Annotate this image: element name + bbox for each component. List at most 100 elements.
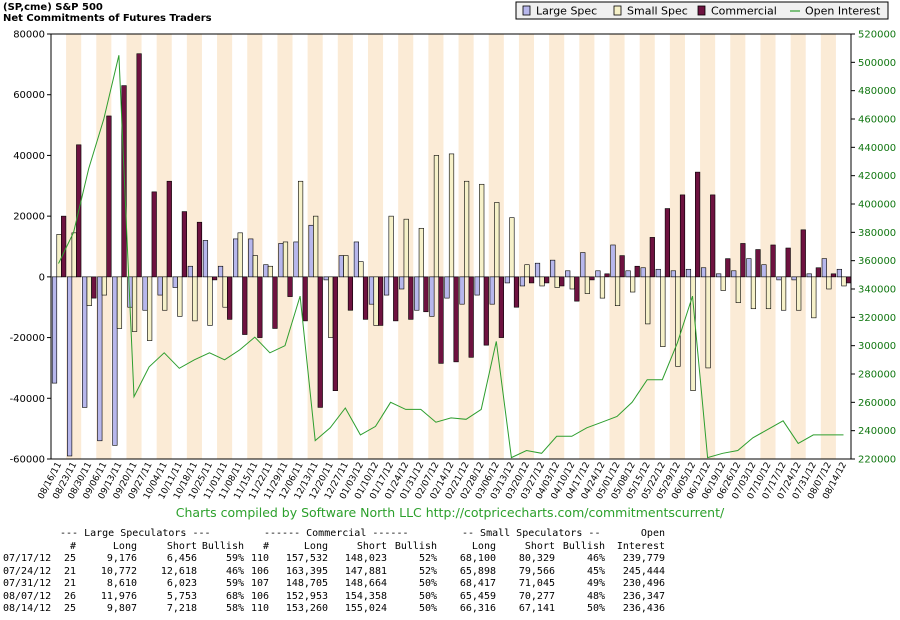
large-spec-bar	[233, 238, 239, 278]
row-cell: 50%	[418, 578, 437, 589]
row-cell: 155,024	[344, 603, 387, 614]
right-tick-label: 340000	[858, 285, 896, 296]
right-tick-label: 220000	[858, 455, 896, 466]
right-tick-label: 520000	[858, 30, 896, 41]
row-cell: 49%	[586, 578, 605, 589]
small-spec-bar	[479, 183, 485, 278]
background-band	[790, 34, 806, 459]
commercial-bar	[362, 276, 369, 320]
small-spec-bar	[237, 232, 243, 278]
commercial-bar	[619, 255, 625, 278]
small-spec-bar	[418, 227, 424, 278]
row-cell: 26	[63, 590, 76, 602]
row-date: 07/17/12	[3, 553, 52, 564]
small-spec-bar	[690, 276, 696, 391]
row-date: 07/31/12	[3, 578, 52, 589]
small-spec-bar	[826, 276, 832, 290]
large-spec-bar	[700, 267, 707, 278]
right-tick-label: 420000	[858, 171, 896, 182]
small-spec-bar	[282, 241, 289, 278]
background-band	[549, 34, 565, 459]
large-spec-bar	[293, 241, 299, 278]
row-cell: 59%	[225, 578, 244, 589]
large-spec-bar	[489, 276, 495, 305]
column-header: Long	[471, 540, 496, 552]
large-spec-bar	[595, 270, 601, 278]
positions-table: --- Large Speculators --- ------ Commerci…	[0, 528, 700, 616]
commercial-bar	[574, 276, 580, 302]
row-cell: 239,779	[622, 553, 665, 564]
left-tick-label: 0	[39, 272, 45, 283]
commercial-bar	[725, 258, 731, 278]
large-spec-bar	[368, 276, 375, 305]
row-cell: 236,347	[622, 590, 665, 602]
row-cell: 107	[250, 578, 269, 589]
right-tick-label: 240000	[858, 426, 896, 437]
right-tick-label: 400000	[858, 200, 896, 211]
column-header: #	[262, 540, 269, 552]
row-cell: 147,881	[344, 565, 387, 577]
row-cell: 50%	[418, 590, 437, 602]
commercial-bar	[513, 276, 520, 308]
small-spec-bar	[675, 276, 681, 367]
small-spec-bar	[464, 180, 470, 278]
commercial-bar	[61, 215, 67, 278]
open-interest-line	[58, 55, 844, 459]
background-band	[217, 34, 233, 459]
row-cell: 11,976	[100, 590, 137, 602]
legend-commercial-label: Commercial	[711, 5, 777, 18]
left-tick-label: -40000	[10, 394, 45, 405]
commercial-bar	[770, 244, 776, 278]
row-cell: 153,260	[285, 603, 328, 614]
large-spec-bar	[444, 276, 450, 299]
large-spec-bar	[263, 264, 269, 278]
row-cell: 6,456	[166, 553, 197, 564]
commercial-bar	[815, 267, 821, 278]
large-spec-bar	[565, 270, 571, 278]
large-spec-bar	[278, 243, 284, 278]
small-spec-bar	[131, 276, 138, 332]
legend-large-spec-label: Large Spec	[536, 5, 597, 18]
row-cell: 157,532	[285, 553, 328, 564]
commercial-bar	[800, 229, 806, 278]
right-tick-label: 360000	[858, 256, 896, 267]
large-spec-bar	[746, 258, 752, 278]
row-cell: 148,664	[344, 578, 387, 589]
commercial-bar	[106, 115, 112, 278]
small-spec-bar	[569, 276, 575, 290]
small-spec-bar	[403, 218, 409, 278]
right-tick-label: 320000	[858, 313, 896, 324]
right-tick-label: 260000	[858, 398, 896, 409]
row-cell: 70,277	[518, 590, 555, 602]
row-cell: 46%	[586, 553, 605, 564]
small-spec-bar	[645, 276, 651, 325]
right-tick-label: 480000	[858, 86, 896, 97]
large-spec-bar	[836, 268, 842, 278]
small-spec-bar	[177, 276, 183, 317]
small-spec-bar	[162, 276, 168, 311]
large-spec-bar	[323, 276, 329, 281]
legend-small-spec-swatch	[613, 5, 622, 16]
row-cell: 106	[250, 565, 269, 577]
left-tick-label: -20000	[10, 333, 45, 344]
row-cell: 110	[250, 553, 269, 564]
commercial-bar	[378, 276, 384, 326]
large-spec-bar	[761, 264, 767, 278]
background-band	[579, 34, 595, 459]
group-header-open: Open	[640, 528, 665, 539]
large-spec-bar	[97, 276, 103, 442]
right-tick-label: 500000	[858, 58, 896, 69]
column-header: Bullish	[201, 540, 244, 552]
large-spec-bar	[670, 270, 676, 278]
left-tick-label: 60000	[13, 90, 45, 101]
large-spec-bar	[82, 276, 88, 408]
small-spec-bar	[811, 276, 817, 319]
commercial-bar	[785, 247, 791, 278]
small-spec-bar	[388, 215, 394, 278]
commercial-bar	[740, 243, 746, 278]
commercial-bar	[181, 211, 187, 278]
small-spec-bar	[660, 276, 666, 347]
left-tick-label: 20000	[13, 212, 45, 223]
row-cell: 25	[63, 603, 76, 614]
small-spec-bar	[86, 276, 92, 306]
